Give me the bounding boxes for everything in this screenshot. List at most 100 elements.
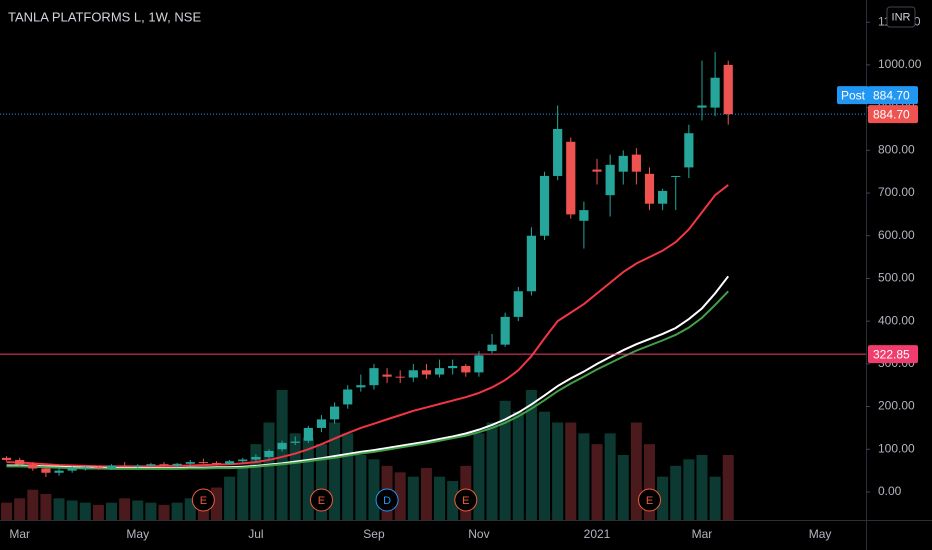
volume-bar — [578, 433, 590, 520]
candle-body — [329, 406, 340, 420]
volume-bar — [263, 422, 275, 520]
x-tick-label: Mar — [692, 527, 713, 541]
price-tag — [868, 86, 918, 105]
candle-body — [356, 385, 366, 388]
volume-bar — [53, 498, 65, 520]
candle-body — [93, 467, 104, 469]
volume-bar — [709, 476, 721, 520]
moving-average-line — [6, 275, 730, 470]
volume-bar — [92, 504, 104, 520]
volume-bar — [302, 437, 314, 520]
candle-body — [500, 316, 510, 345]
volume-bar — [604, 433, 616, 520]
event-marker — [191, 488, 215, 512]
price-tag — [868, 105, 918, 124]
y-tick-label: 700.00 — [878, 185, 915, 199]
currency-label[interactable]: INR — [892, 11, 911, 23]
volume-bar — [210, 487, 223, 520]
volume-bar — [591, 444, 603, 520]
volume-bar — [525, 390, 537, 520]
candle-body — [185, 462, 195, 464]
volume-bar — [1, 502, 13, 520]
volume-bar — [722, 455, 734, 520]
volume-bar — [289, 433, 301, 520]
candle-body — [251, 456, 261, 460]
candle-body — [631, 154, 641, 172]
candle-body — [487, 344, 497, 352]
x-tick-label: Jul — [248, 527, 263, 541]
chart-title: TANLA PLATFORMS L, 1W, NSE — [8, 9, 201, 24]
candle-body — [290, 441, 300, 443]
candle-body — [369, 368, 379, 386]
candle-body — [513, 291, 523, 317]
candle-body — [303, 427, 313, 441]
volume-bar — [171, 502, 183, 520]
volume-bar — [552, 422, 564, 520]
x-tick-label: Mar — [9, 527, 30, 541]
candle-body — [41, 468, 51, 473]
y-tick-label: 1000.00 — [878, 57, 922, 71]
event-label: E — [318, 495, 325, 507]
volume-bar — [145, 502, 157, 520]
x-tick-label: May — [809, 527, 832, 541]
candle-body — [28, 464, 38, 469]
candle-body — [382, 374, 392, 377]
candle-body — [1, 457, 12, 460]
event-marker — [638, 488, 661, 512]
candle-body — [605, 164, 615, 196]
event-marker — [375, 488, 399, 512]
volume-bar — [420, 468, 432, 520]
candle-body — [211, 462, 222, 464]
candle-body — [658, 190, 668, 204]
volume-bar — [224, 476, 236, 520]
volume-bar — [250, 444, 262, 520]
volume-bar — [499, 400, 511, 520]
candle-body — [618, 155, 628, 172]
volume-bar — [79, 502, 91, 520]
candle-body — [264, 450, 274, 457]
candle-body — [80, 467, 90, 469]
x-tick-label: May — [126, 527, 149, 541]
volume-bar — [643, 444, 656, 520]
candle-body — [395, 376, 405, 378]
candle-body — [592, 169, 602, 172]
axis-layer: 0.00100.00200.00300.00400.00500.00600.00… — [9, 14, 921, 541]
volume-bar — [119, 498, 131, 520]
currency-box[interactable] — [886, 6, 916, 28]
candle-body — [434, 368, 445, 375]
volume-bar — [237, 465, 249, 520]
candle-body — [408, 370, 418, 378]
volume-bar — [355, 455, 367, 520]
candle-body — [566, 141, 576, 215]
candle-body — [106, 465, 117, 469]
candle-body — [146, 464, 156, 466]
volume-bar — [132, 500, 144, 520]
candle-body — [723, 64, 733, 115]
volume-bar — [40, 494, 52, 520]
candle-body — [54, 470, 64, 473]
volume-bar — [184, 498, 196, 520]
moving-average-line — [6, 290, 729, 470]
volume-bar — [329, 422, 341, 520]
event-label: E — [646, 495, 653, 507]
event-label: E — [200, 495, 207, 507]
candle-body — [710, 77, 720, 108]
volume-bar — [434, 476, 446, 520]
candle-body — [277, 442, 287, 450]
price-tag — [868, 345, 918, 364]
candle-body — [67, 468, 77, 471]
volume-bar — [683, 459, 695, 520]
y-tick-label: 100.00 — [878, 441, 915, 455]
candle-body — [644, 173, 655, 204]
y-tick-label: 200.00 — [878, 399, 915, 413]
candle-body — [133, 465, 143, 467]
event-label: E — [462, 495, 469, 507]
volume-bar — [696, 455, 708, 520]
post-tag-label: Post — [841, 88, 866, 102]
candle-body — [159, 464, 169, 466]
volume-bar — [342, 433, 354, 520]
volume-bar — [630, 422, 642, 520]
